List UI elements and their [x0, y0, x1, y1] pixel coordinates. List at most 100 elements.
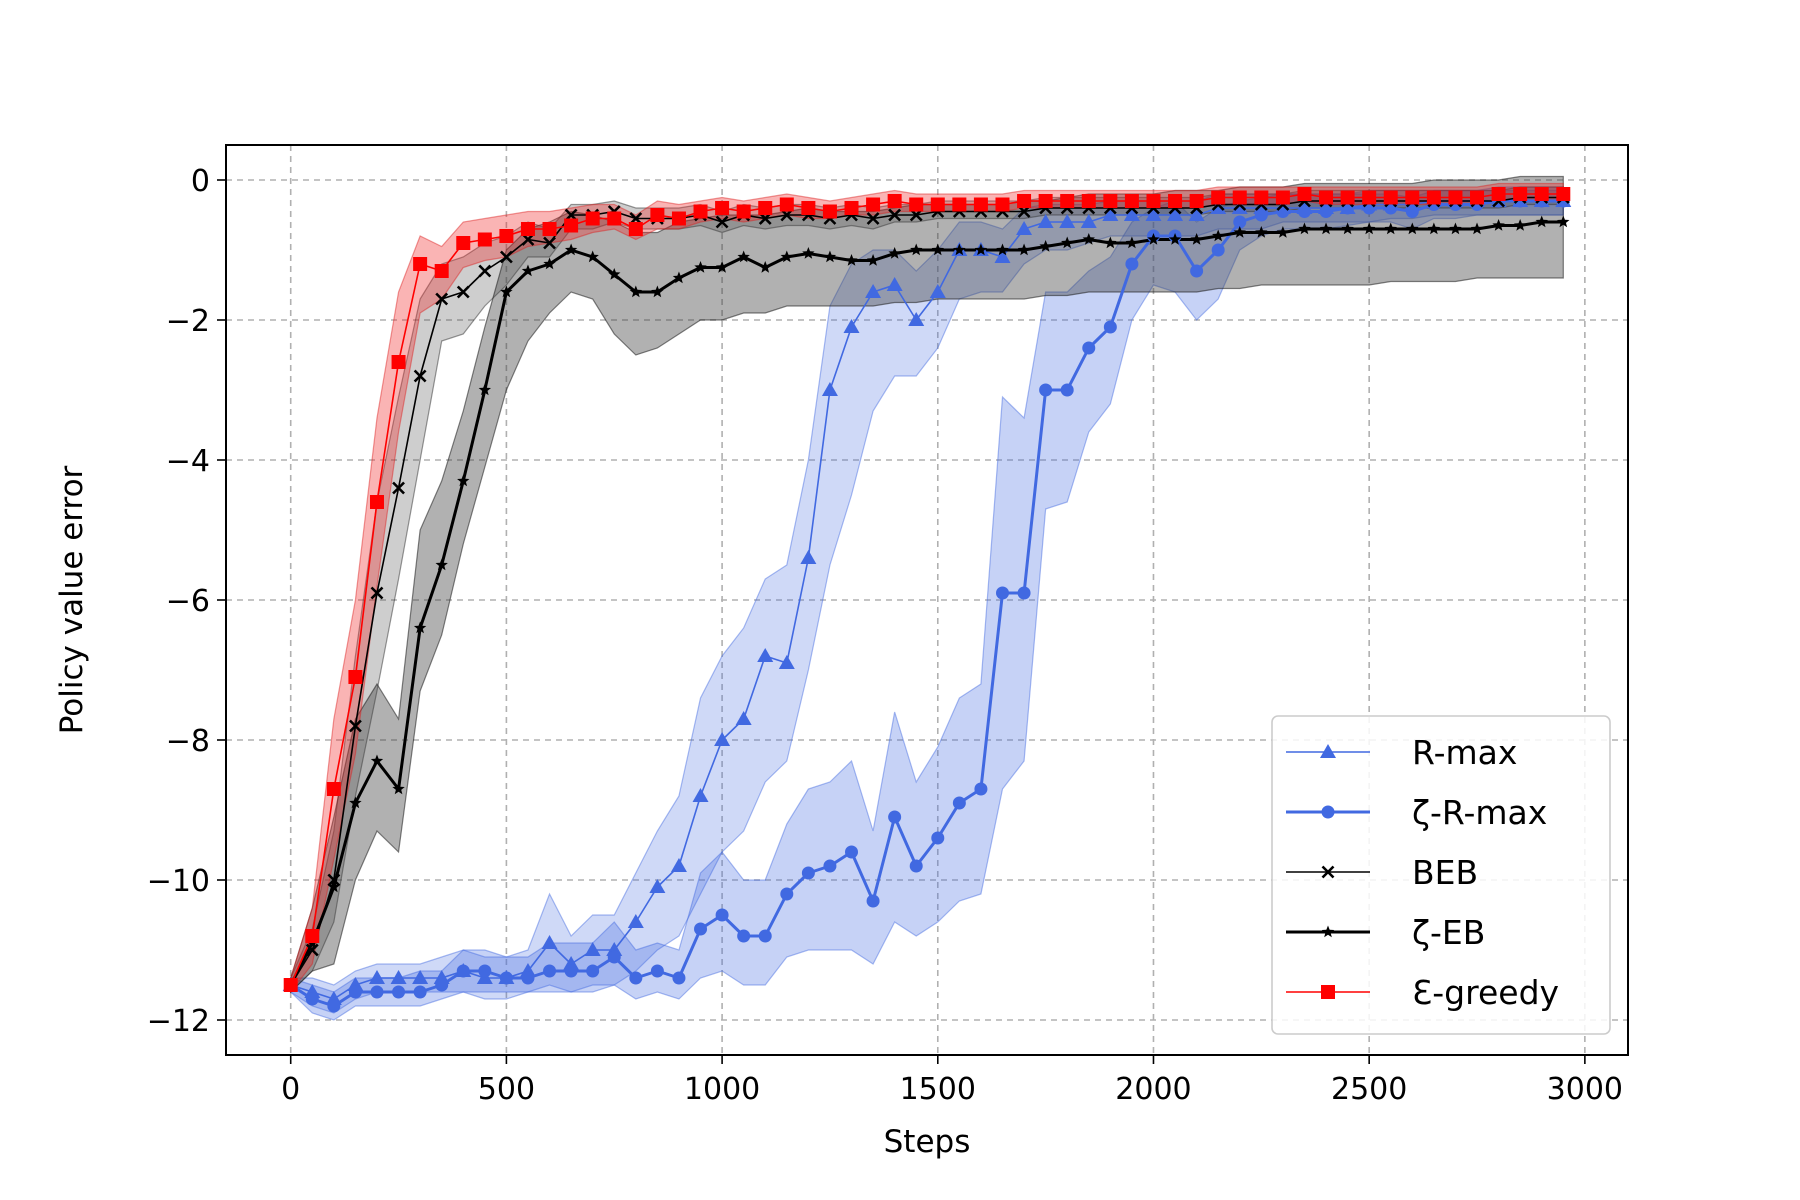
point-greedy	[348, 670, 363, 684]
x-tick-label: 2000	[1115, 1072, 1191, 1107]
point-greedy	[283, 978, 298, 992]
point-r-max	[886, 277, 903, 291]
point-eb	[1492, 219, 1505, 231]
point-eb	[435, 558, 448, 571]
x-tick-label: 2500	[1331, 1072, 1407, 1107]
point-eb	[1168, 233, 1182, 245]
point-r-max	[778, 655, 795, 669]
point-r-max	[931, 831, 945, 845]
legend: R-max ζ-R-max BEB ζ-EB Ɛ-greedy	[1271, 715, 1611, 1035]
point-greedy	[1060, 194, 1075, 208]
point-eb	[780, 250, 793, 263]
point-eb	[996, 243, 1009, 256]
point-eb	[629, 285, 642, 298]
point-greedy	[1081, 194, 1096, 208]
point-greedy	[1470, 190, 1485, 205]
point-r-max	[845, 845, 859, 859]
point-greedy	[456, 236, 471, 250]
point-r-max	[1405, 205, 1419, 218]
point-eb	[564, 243, 578, 256]
point-greedy	[909, 197, 924, 212]
y-tick-label: 0	[191, 164, 210, 199]
point-greedy	[413, 257, 428, 271]
point-eb	[413, 621, 427, 634]
point-greedy	[1275, 190, 1290, 205]
point-greedy	[887, 194, 902, 208]
point-eb	[953, 243, 966, 256]
point-r-max	[952, 796, 966, 810]
point-greedy	[564, 218, 579, 233]
point-r-max	[1319, 205, 1333, 218]
point-greedy	[628, 222, 643, 236]
point-r-max	[584, 942, 601, 956]
point-eb	[521, 264, 535, 277]
point-r-max	[1167, 207, 1184, 221]
point-r-max	[1123, 207, 1140, 221]
point-r-max	[629, 971, 643, 985]
point-greedy	[607, 211, 622, 226]
x-tick-label: 1500	[900, 1072, 976, 1107]
point-greedy	[1124, 194, 1139, 208]
point-greedy	[326, 782, 341, 796]
point-eb	[866, 254, 880, 266]
point-greedy	[1103, 194, 1118, 208]
point-greedy	[779, 197, 794, 212]
point-greedy	[1297, 187, 1312, 201]
point-eb	[1557, 215, 1570, 228]
point-eb	[910, 243, 923, 256]
legend-box	[1271, 715, 1611, 1035]
point-r-max	[478, 964, 492, 978]
point-r-max	[607, 950, 621, 964]
point-r-max	[1103, 320, 1117, 334]
point-r-max	[1039, 383, 1053, 397]
point-r-max	[694, 922, 708, 936]
point-r-max	[866, 894, 880, 908]
point-r-max	[370, 985, 384, 999]
point-greedy	[434, 264, 449, 278]
point-r-max	[390, 970, 407, 984]
point-eb	[1535, 215, 1548, 228]
point-r-max	[843, 319, 860, 333]
point-beb	[543, 236, 556, 250]
point-greedy	[1448, 190, 1463, 205]
point-greedy	[1232, 190, 1247, 205]
y-tick-label: −10	[147, 864, 210, 899]
point-r-max	[1102, 207, 1119, 221]
point-eb	[1061, 236, 1074, 249]
point-beb	[348, 719, 362, 733]
point-greedy	[995, 197, 1010, 212]
legend-label-eb: ζ-EB	[1412, 913, 1485, 952]
point-greedy	[1491, 187, 1506, 201]
point-r-max	[1125, 257, 1139, 271]
point-r-max	[1016, 221, 1033, 235]
point-eb	[586, 250, 599, 263]
point-greedy	[391, 355, 406, 369]
point-r-max	[586, 964, 600, 978]
point-eb	[1298, 222, 1311, 235]
point-r-max	[327, 999, 341, 1013]
point-r-max	[801, 866, 815, 880]
y-tick-label: −2	[166, 304, 210, 339]
series-markers	[282, 187, 1572, 1013]
point-r-max	[1210, 200, 1227, 214]
point-eb	[1449, 222, 1462, 235]
point-greedy	[1383, 190, 1398, 205]
legend-label-greedy: Ɛ-greedy	[1412, 973, 1559, 1012]
point-r-max	[1080, 214, 1097, 228]
y-tick-label: −4	[166, 444, 210, 479]
point-beb	[392, 481, 405, 495]
point-r-max	[692, 788, 709, 802]
x-tick-label: 1000	[684, 1072, 760, 1107]
point-eb	[1147, 233, 1160, 245]
point-r-max	[541, 935, 558, 949]
point-r-max	[714, 732, 731, 746]
point-eb	[1104, 236, 1117, 249]
point-r-max	[1233, 215, 1247, 229]
point-greedy	[1146, 194, 1161, 208]
point-r-max	[1190, 264, 1204, 278]
point-r-max	[994, 249, 1011, 263]
point-beb	[499, 250, 513, 264]
point-beb	[456, 285, 470, 299]
point-eb	[478, 383, 492, 396]
